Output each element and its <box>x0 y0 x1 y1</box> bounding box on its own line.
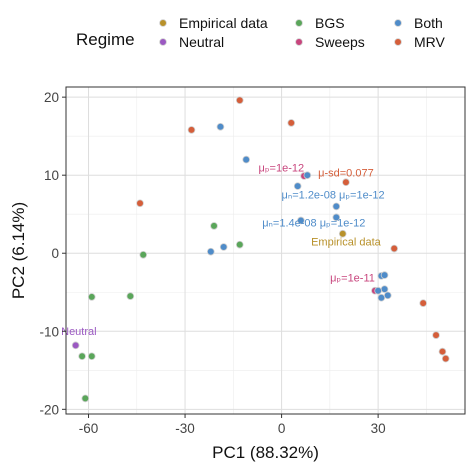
point-both <box>293 182 302 190</box>
point-mrv <box>438 347 447 356</box>
point-both <box>242 155 250 164</box>
point-mrv <box>390 244 399 253</box>
annotation-label: μₙ=1.2e-08 μₚ=1e-12 <box>282 190 385 202</box>
legend-item: BGS <box>295 15 345 31</box>
grid-lines <box>66 87 465 414</box>
legend-item: Empirical data <box>159 15 268 31</box>
legend-item: Both <box>394 15 443 31</box>
legend-label: Neutral <box>179 34 224 50</box>
x-tick-label: -60 <box>79 421 99 436</box>
y-axis-ticks: -20 -10 0 10 20 <box>39 90 66 417</box>
plot-panel <box>66 87 465 414</box>
legend-item: Sweeps <box>295 34 365 50</box>
plot-border <box>65 86 466 415</box>
x-tick-label: -30 <box>175 421 195 436</box>
point-both <box>380 285 389 293</box>
point-both <box>332 202 341 211</box>
point-bgs <box>235 240 244 249</box>
point-mrv <box>419 299 427 307</box>
point-mrv <box>287 119 296 127</box>
legend-label: BGS <box>315 15 345 31</box>
data-points <box>71 96 450 403</box>
point-both <box>216 123 225 131</box>
point-mrv <box>441 354 450 363</box>
point-empirical-data <box>338 229 347 238</box>
legend-label: Empirical data <box>179 15 268 31</box>
legend-swatch <box>394 38 402 46</box>
y-tick-label: -20 <box>39 402 59 417</box>
annotation-label: μₙ=1.4e-08 μₚ=1e-12 <box>262 218 365 230</box>
x-tick-label: 30 <box>371 421 386 436</box>
point-neutral <box>71 341 80 350</box>
legend: Regime Empirical data BGS Both Neutral Sweeps… <box>76 15 446 50</box>
point-both <box>332 213 341 222</box>
annotation-label: μ-sd=0.077 <box>318 168 374 180</box>
annotation-label: Neutral <box>61 326 96 338</box>
legend-swatch <box>394 19 402 27</box>
point-both <box>219 243 228 251</box>
point-both <box>377 293 386 302</box>
x-tick-label: 0 <box>278 421 286 436</box>
legend-label: Both <box>414 15 443 31</box>
legend-title: Regime <box>76 30 135 49</box>
legend-swatch <box>295 38 303 46</box>
x-axis-title: PC1 (88.32%) <box>212 443 319 462</box>
y-tick-label: 10 <box>44 168 59 183</box>
y-tick-label: -10 <box>39 324 59 339</box>
point-bgs <box>81 394 90 403</box>
point-bgs <box>126 292 135 300</box>
point-bgs <box>210 222 218 230</box>
point-both <box>380 271 389 279</box>
y-tick-label: 0 <box>51 246 59 261</box>
legend-swatch <box>159 38 167 46</box>
annotation-label: μₚ=1e-11 <box>330 272 375 284</box>
y-axis-title: PC2 (6.14%) <box>9 202 28 299</box>
y-tick-label: 20 <box>44 90 59 105</box>
point-mrv <box>342 178 350 187</box>
point-both <box>383 291 392 300</box>
point-mrv <box>187 126 196 134</box>
x-axis-ticks: -60 -30 0 30 <box>79 414 386 436</box>
legend-item: Neutral <box>159 34 224 50</box>
point-mrv <box>136 199 144 208</box>
legend-swatch <box>159 19 167 27</box>
legend-swatch <box>295 19 303 27</box>
point-mrv <box>235 96 244 105</box>
legend-label: MRV <box>414 34 446 50</box>
annotation-label: Empirical data <box>311 236 382 248</box>
point-mrv <box>432 331 440 339</box>
annotations: μₚ=1e-12 μ-sd=0.077 μₙ=1.2e-08 μₚ=1e-12 μₙ=… <box>61 162 384 338</box>
point-both <box>374 286 382 295</box>
point-both <box>303 171 312 179</box>
annotation-label: μₚ=1e-12 <box>259 162 305 174</box>
point-bgs <box>78 352 86 361</box>
point-bgs <box>87 293 96 301</box>
point-both <box>206 247 215 256</box>
point-bgs <box>139 250 148 259</box>
legend-item: MRV <box>394 34 446 50</box>
point-both <box>297 216 305 225</box>
point-bgs <box>87 352 96 361</box>
legend-label: Sweeps <box>315 34 365 50</box>
